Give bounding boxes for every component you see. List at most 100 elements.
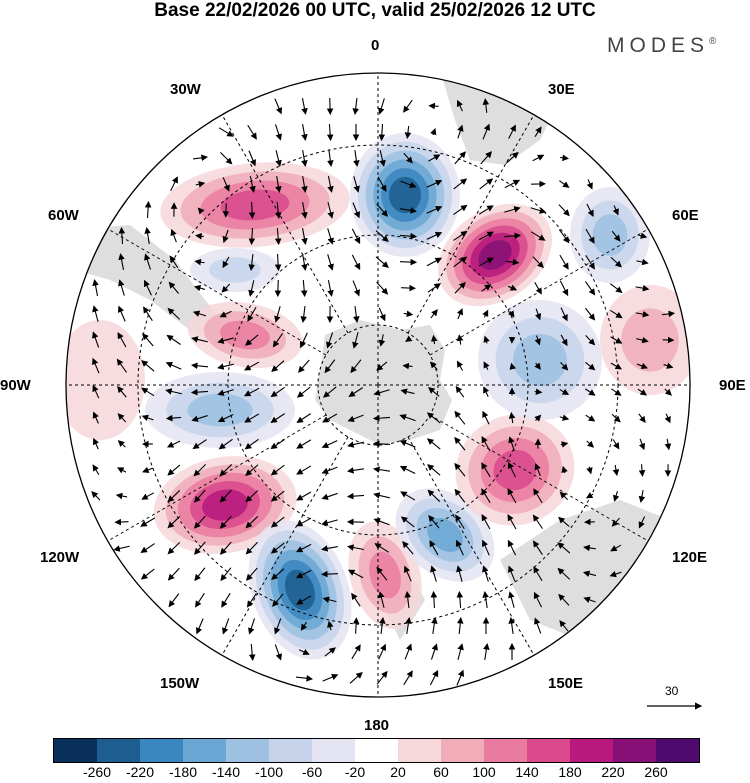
wind-vector xyxy=(426,257,443,267)
wind-vector xyxy=(140,517,156,527)
wind-vector xyxy=(373,518,390,526)
wind-vector xyxy=(560,307,568,322)
wind-vector xyxy=(429,669,439,686)
wind-vector xyxy=(508,124,516,139)
wind-vector xyxy=(611,230,621,242)
wind-vector xyxy=(324,359,336,374)
wind-vector xyxy=(245,334,259,346)
wind-vector xyxy=(400,516,415,528)
wind-vector xyxy=(350,359,362,374)
wind-vector xyxy=(248,280,255,297)
wind-vector xyxy=(456,616,464,635)
wind-vector xyxy=(275,150,282,167)
wind-vector xyxy=(346,492,365,500)
wind-vector xyxy=(638,516,646,529)
colorbar-swatch xyxy=(140,739,183,762)
colorbar-label: -100 xyxy=(254,764,284,780)
wind-vector xyxy=(270,386,285,398)
anomaly-negative-south-atlantic xyxy=(350,133,460,257)
wind-vector xyxy=(400,207,417,214)
wind-vector xyxy=(638,464,646,477)
wind-vector xyxy=(167,307,181,320)
wind-vector xyxy=(327,280,334,297)
wind-vector xyxy=(193,463,207,477)
wind-vector xyxy=(222,177,230,192)
wind-vector xyxy=(321,519,338,526)
colorbar-swatch xyxy=(527,739,570,762)
wind-vector xyxy=(372,414,391,422)
wind-vector xyxy=(140,568,155,580)
wind-vector xyxy=(248,227,256,246)
wind-vector xyxy=(117,467,127,474)
label-180: 180 xyxy=(364,717,390,734)
wind-vector xyxy=(664,438,672,451)
colorbar-swatch xyxy=(441,739,484,762)
wind-vector xyxy=(456,669,465,686)
wind-vector xyxy=(248,643,256,662)
wind-vector xyxy=(663,362,674,369)
wind-vector xyxy=(404,590,411,609)
wind-vector xyxy=(117,440,126,448)
wind-vector xyxy=(454,410,466,425)
wind-vector xyxy=(219,515,232,529)
wind-vector xyxy=(352,280,360,297)
wind-vector xyxy=(428,514,440,529)
wind-vector xyxy=(533,488,543,504)
wind-vector xyxy=(167,490,181,503)
wind-vector xyxy=(508,565,516,582)
wind-vector xyxy=(453,230,468,241)
wind-vector xyxy=(327,202,334,219)
wind-vector xyxy=(482,590,489,608)
colorbar-label: 180 xyxy=(558,764,582,780)
wind-vector xyxy=(457,124,464,139)
wind-vector xyxy=(479,178,494,190)
colorbar-swatch xyxy=(613,739,656,762)
wind-vector xyxy=(638,413,646,424)
wind-vector xyxy=(636,258,649,266)
wind-vector xyxy=(482,98,490,113)
wind-vector xyxy=(664,388,672,396)
wind-vector xyxy=(635,284,650,292)
anomaly-positive-indian-ocean xyxy=(438,203,552,307)
wind-vector xyxy=(508,616,515,634)
land-antarctica xyxy=(315,320,452,445)
wind-vector xyxy=(509,362,516,370)
wind-vector xyxy=(295,675,314,682)
colorbar-label: 220 xyxy=(601,764,625,780)
wind-vector xyxy=(274,644,282,661)
label-90w: 90W xyxy=(0,377,31,394)
wind-vector xyxy=(195,592,205,608)
wind-vector xyxy=(507,284,518,291)
wind-vector xyxy=(220,567,232,582)
wind-vector xyxy=(403,152,413,164)
wind-vector xyxy=(457,643,464,660)
meridian-line xyxy=(221,436,349,656)
wind-vector xyxy=(117,332,127,348)
wind-vector xyxy=(296,386,311,398)
meridian-line xyxy=(107,228,327,356)
wind-vector xyxy=(92,384,100,399)
anomaly-negative-amundsen xyxy=(145,372,295,448)
wind-vector xyxy=(507,539,517,556)
colorbar-label: -60 xyxy=(301,764,323,780)
wind-vector xyxy=(322,386,337,398)
wind-vector xyxy=(453,204,468,215)
wind-vector xyxy=(322,673,339,682)
wind-vector xyxy=(404,125,412,140)
anomaly-positive-west xyxy=(66,320,145,440)
wind-vector xyxy=(296,465,312,475)
wind-vector xyxy=(270,464,285,476)
wind-vector xyxy=(349,671,363,684)
wind-vector xyxy=(245,464,259,476)
wind-vector xyxy=(142,466,154,473)
wind-vector xyxy=(347,569,364,579)
wind-vector xyxy=(376,566,388,581)
wind-vector xyxy=(141,387,155,397)
meridian-line xyxy=(407,436,535,656)
colorbar xyxy=(53,738,700,763)
wind-vector xyxy=(218,438,233,450)
wind-vector xyxy=(320,570,339,578)
wind-vector xyxy=(638,438,646,451)
wind-vector xyxy=(321,492,338,500)
wind-vector xyxy=(456,565,463,582)
